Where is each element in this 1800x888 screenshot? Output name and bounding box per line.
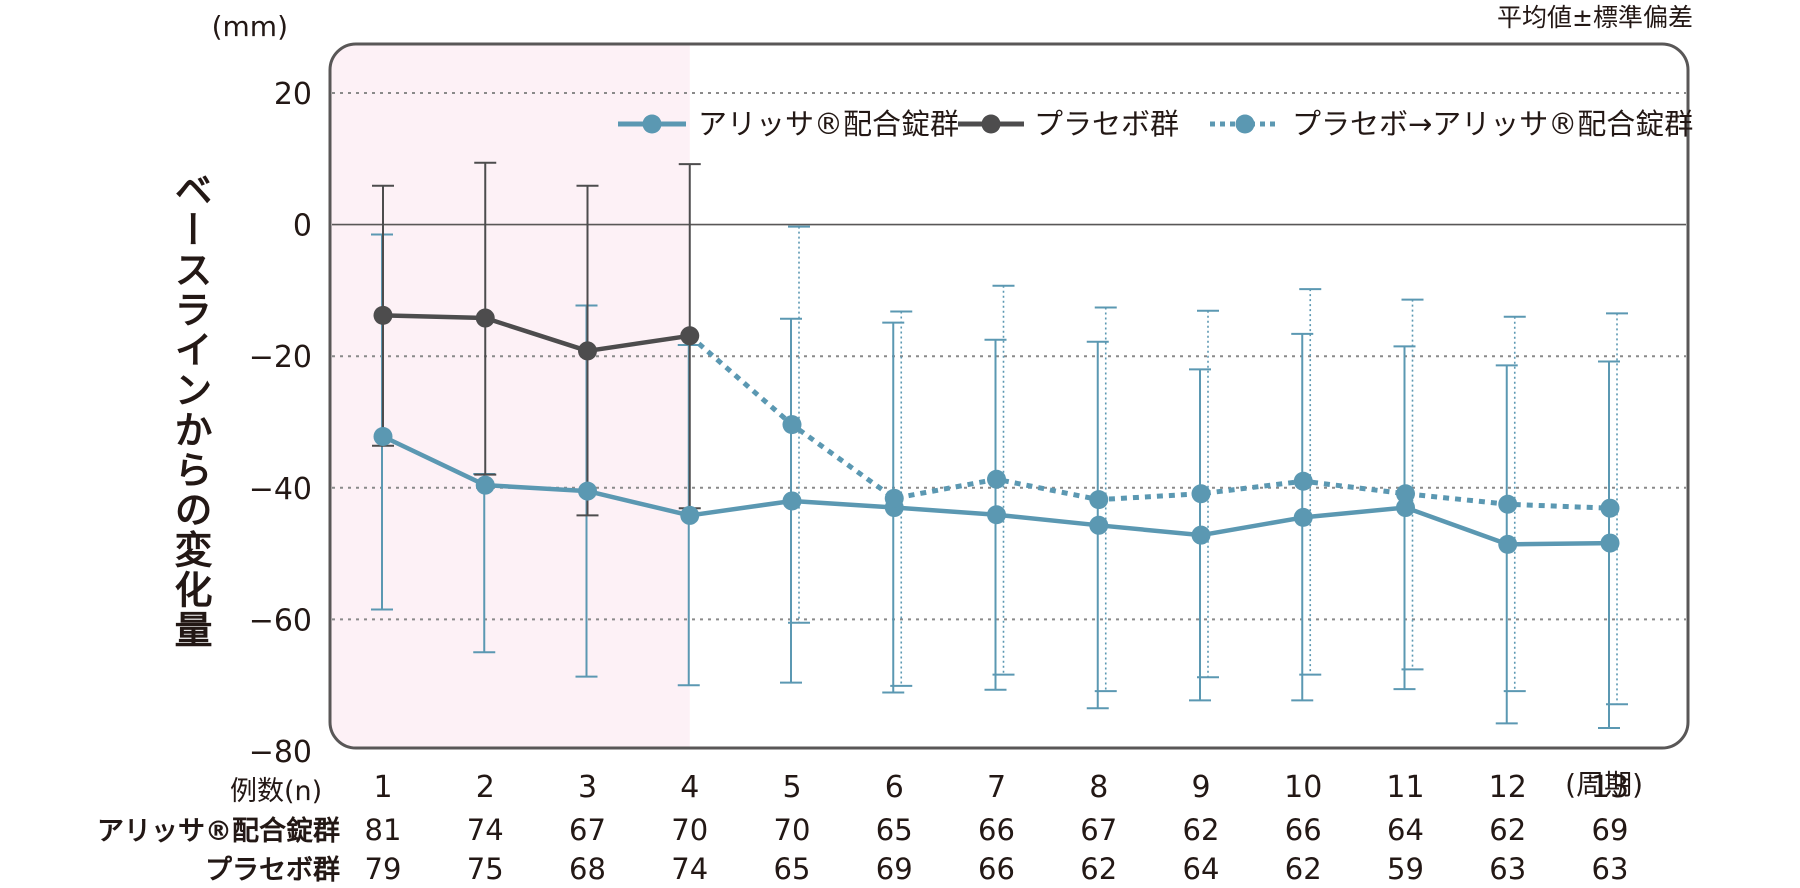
y-tick-label: −40 (249, 472, 312, 507)
x-tick-label: 12 (1489, 770, 1527, 805)
plot-frame (328, 42, 1690, 750)
data-point (1600, 498, 1620, 518)
data-point (1293, 507, 1313, 527)
count-value: 67 (1080, 813, 1117, 847)
x-tick-label: 3 (578, 770, 597, 805)
legend-label: アリッサ®配合錠群 (698, 107, 959, 141)
data-point (680, 326, 700, 346)
legend-swatch-marker (981, 114, 1001, 134)
data-point (1191, 484, 1211, 504)
x-axis-unit: (周期) (1565, 768, 1643, 801)
data-point (1089, 515, 1109, 535)
data-point (1498, 494, 1518, 514)
x-tick-label: 6 (885, 770, 904, 805)
data-point (782, 415, 802, 435)
series-line (688, 333, 1611, 511)
count-value: 63 (1489, 852, 1526, 886)
count-value: 63 (1592, 852, 1629, 886)
count-value: 64 (1387, 813, 1424, 847)
count-value: 62 (1489, 813, 1526, 847)
x-axis: 1 2 3 4 5 6 7 8 9 10 11 12 13 (373, 770, 1629, 805)
shaded-region (330, 44, 690, 748)
counts-table: 例数(n) アリッサ®配合錠群 81 74 67 70 70 65 66 67 62 66 64 62 69… (97, 776, 1628, 886)
count-value: 62 (1080, 852, 1117, 886)
count-value: 59 (1387, 852, 1424, 886)
data-point (475, 475, 495, 495)
legend-label: プラセボ群 (1034, 107, 1179, 141)
count-value: 62 (1183, 813, 1220, 847)
data-point (782, 491, 802, 511)
data-point (1191, 525, 1211, 545)
data-point (578, 341, 597, 361)
count-value: 65 (876, 813, 913, 847)
data-point (578, 481, 597, 501)
series-line (382, 313, 691, 354)
error-bars (371, 161, 1628, 729)
y-tick-label: −20 (249, 340, 312, 375)
data-point (1089, 490, 1109, 510)
count-value: 68 (569, 852, 606, 886)
count-value: 69 (876, 852, 913, 886)
data-point (1293, 471, 1313, 491)
legend-label: プラセボ→アリッサ®配合錠群 (1292, 107, 1693, 141)
legend: アリッサ®配合錠群 プラセボ群 プラセボ→アリッサ®配合錠群 (618, 107, 1693, 141)
y-tick-label: −60 (249, 603, 312, 638)
count-value: 67 (569, 813, 606, 847)
series-points (373, 305, 1620, 554)
y-axis-label: ベースラインからの変化量 (168, 170, 212, 650)
data-point (987, 505, 1006, 525)
data-point (884, 488, 904, 508)
count-value: 74 (467, 813, 504, 847)
counts-row-label: プラセボ群 (205, 855, 340, 886)
count-value: 70 (671, 813, 708, 847)
data-point (1498, 534, 1518, 554)
data-point (475, 308, 495, 328)
data-point (1396, 498, 1415, 518)
y-tick-label: −80 (249, 735, 312, 770)
count-value: 66 (978, 813, 1015, 847)
chart-note: 平均値±標準偏差 (1497, 3, 1693, 32)
x-tick-label: 1 (373, 770, 392, 805)
x-tick-label: 10 (1284, 770, 1322, 805)
x-tick-label: 2 (476, 770, 495, 805)
count-value: 69 (1592, 813, 1629, 847)
data-point (987, 469, 1006, 489)
counts-header: 例数(n) (230, 776, 322, 807)
x-tick-label: 5 (782, 770, 801, 805)
data-point (1600, 533, 1620, 553)
y-tick-label: 0 (293, 209, 312, 244)
x-tick-label: 7 (987, 770, 1006, 805)
count-value: 74 (671, 852, 708, 886)
counts-row-label: アリッサ®配合錠群 (97, 815, 340, 847)
x-tick-label: 9 (1191, 770, 1210, 805)
data-point (680, 505, 700, 525)
y-axis-unit: (mm) (212, 10, 288, 43)
count-value: 64 (1183, 852, 1220, 886)
count-value: 66 (1285, 813, 1322, 847)
count-value: 65 (774, 852, 811, 886)
data-point (1396, 484, 1415, 504)
count-value: 70 (774, 813, 811, 847)
x-tick-label: 4 (680, 770, 699, 805)
shaded-region-fill (330, 44, 690, 748)
x-tick-label: 8 (1089, 770, 1108, 805)
legend-swatch-marker (1235, 114, 1255, 134)
data-point (373, 426, 393, 446)
count-value: 66 (978, 852, 1015, 886)
y-tick-label: 20 (274, 77, 312, 112)
y-axis: 20 0 −20 −40 −60 −80 (249, 77, 312, 770)
x-tick-label: 13 (1591, 770, 1629, 805)
data-point (373, 305, 393, 325)
count-value: 81 (365, 813, 402, 847)
count-value: 75 (467, 852, 504, 886)
count-value: 62 (1285, 852, 1322, 886)
x-tick-label: 11 (1386, 770, 1424, 805)
legend-swatch-marker (642, 114, 662, 134)
count-value: 79 (365, 852, 402, 886)
